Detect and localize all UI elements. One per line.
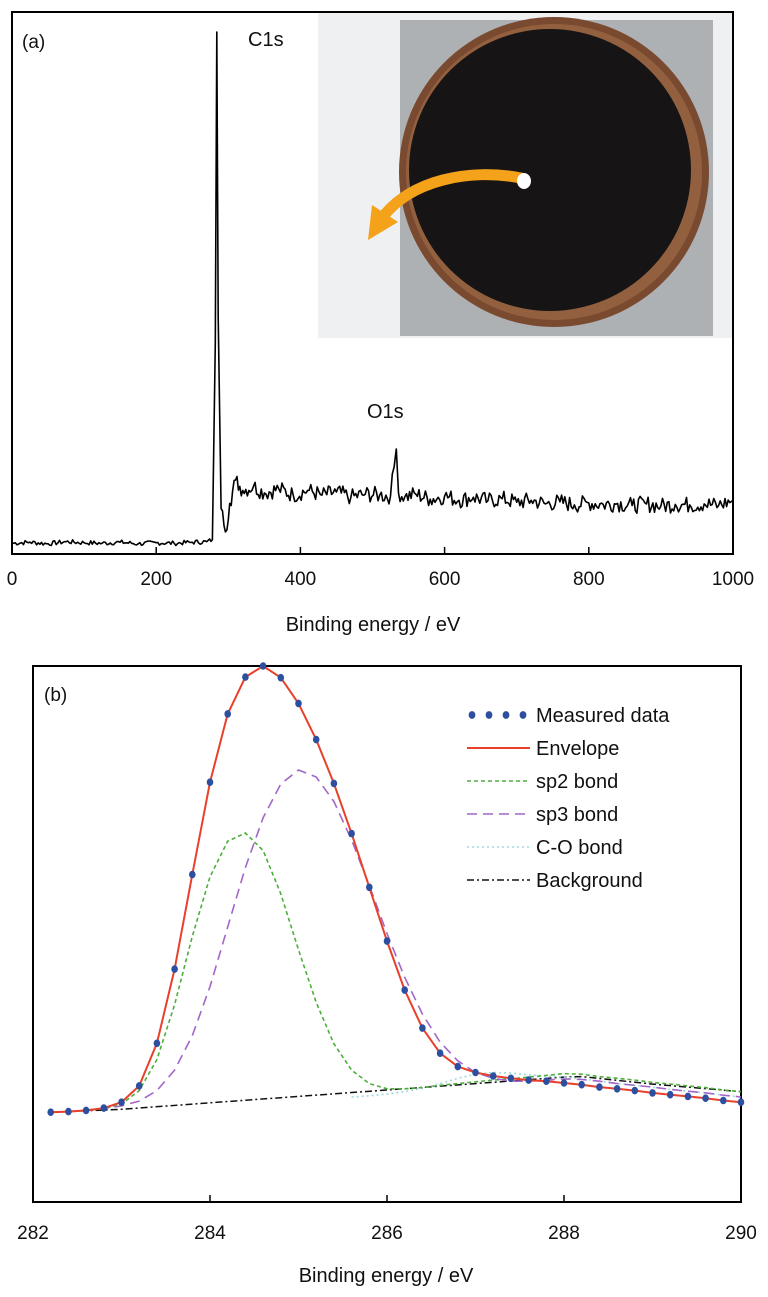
data-point xyxy=(224,710,231,718)
data-point xyxy=(47,1108,54,1116)
panel-label-b: (b) xyxy=(44,685,67,706)
x-tick-label-a: 600 xyxy=(429,569,461,590)
legend-item-sp3-bond: sp3 bond xyxy=(467,804,618,826)
panel-b-chart: 282 284 286 288 290 (b) Measured data Envelop… xyxy=(17,662,757,1287)
x-tick-label-b: 284 xyxy=(194,1223,226,1244)
data-point xyxy=(348,829,355,838)
data-point xyxy=(277,673,285,682)
data-point xyxy=(596,1083,603,1091)
series-line-c-o-bond xyxy=(351,1071,742,1098)
legend-marker xyxy=(519,711,527,719)
legend: Measured data Envelope sp2 bond sp3 bond C-O… xyxy=(467,705,670,892)
data-point xyxy=(65,1107,72,1116)
legend-label: sp2 bond xyxy=(536,771,618,793)
legend-marker xyxy=(468,711,476,719)
legend-item-sp2-bond: sp2 bond xyxy=(467,771,618,793)
data-point xyxy=(560,1079,568,1087)
measurement-spot xyxy=(517,173,531,189)
data-point xyxy=(401,986,409,994)
data-point xyxy=(684,1092,692,1101)
data-point xyxy=(737,1098,745,1106)
component-lines xyxy=(50,665,742,1114)
data-point xyxy=(578,1080,585,1089)
data-point xyxy=(366,883,373,892)
data-point xyxy=(171,965,178,973)
plot-frame-a xyxy=(11,11,734,555)
x-tick-label-a: 0 xyxy=(7,569,18,590)
legend-item-measured-data: Measured data xyxy=(468,705,670,727)
x-tick-label-a: 1000 xyxy=(712,569,754,590)
series-line-sp3-bond xyxy=(50,769,742,1113)
orange-arrow-shaft xyxy=(376,169,527,224)
data-point xyxy=(206,778,214,786)
measured-data-points xyxy=(47,662,745,1116)
legend-label: Background xyxy=(536,870,643,892)
orange-arrow-head xyxy=(368,205,398,240)
x-axis-title-b: Binding energy / eV xyxy=(299,1265,474,1287)
x-tick-label-b: 290 xyxy=(725,1223,757,1244)
data-point xyxy=(330,779,338,788)
data-point xyxy=(100,1104,108,1112)
data-point xyxy=(702,1094,709,1102)
legend-item-envelope: Envelope xyxy=(467,738,619,760)
legend-marker xyxy=(485,711,493,719)
data-point xyxy=(436,1049,444,1057)
data-point xyxy=(543,1077,550,1085)
x-tick-label-a: 400 xyxy=(285,569,317,590)
panel-label-a: (a) xyxy=(22,32,45,53)
x-tick-label-b: 288 xyxy=(548,1223,580,1244)
data-point xyxy=(118,1098,125,1106)
data-point xyxy=(613,1085,621,1093)
data-point xyxy=(383,937,391,945)
data-point xyxy=(489,1072,497,1080)
data-point xyxy=(507,1074,515,1083)
x-tick-label-a: 200 xyxy=(140,569,172,590)
data-point xyxy=(82,1106,90,1115)
legend-label: Envelope xyxy=(536,738,619,760)
data-point xyxy=(720,1096,727,1105)
data-point xyxy=(454,1062,462,1071)
legend-label: Measured data xyxy=(536,705,670,727)
data-point xyxy=(525,1076,532,1084)
x-tick-label-b: 282 xyxy=(17,1223,49,1244)
x-ticks-a: 0 200 400 600 800 1000 xyxy=(7,547,754,590)
legend-item-c-o-bond: C-O bond xyxy=(467,837,623,859)
data-point xyxy=(666,1090,674,1099)
legend-item-background: Background xyxy=(467,870,643,892)
x-tick-label-a: 800 xyxy=(573,569,605,590)
data-point xyxy=(153,1039,161,1048)
data-point xyxy=(312,735,320,744)
series-line-envelope xyxy=(50,665,742,1114)
data-point xyxy=(472,1068,479,1077)
data-point xyxy=(649,1089,656,1097)
survey-spectrum-line xyxy=(11,31,734,547)
x-ticks-b: 282 284 286 288 290 xyxy=(17,1195,757,1244)
data-point xyxy=(259,662,267,670)
peak-label-c1s: C1s xyxy=(248,29,284,51)
data-point xyxy=(242,673,249,681)
legend-label: sp3 bond xyxy=(536,804,618,826)
peak-label-o1s: O1s xyxy=(367,401,404,423)
data-point xyxy=(189,870,196,879)
legend-marker xyxy=(502,711,510,719)
data-point xyxy=(295,699,302,708)
x-axis-title-a: Binding energy / eV xyxy=(286,614,461,636)
data-point xyxy=(631,1086,639,1095)
inset-photo xyxy=(318,12,733,338)
panel-a-chart: 0 200 400 600 800 1000 (a) C1s O1s Binding en… xyxy=(7,11,754,636)
x-tick-label-b: 286 xyxy=(371,1223,403,1244)
legend-label: C-O bond xyxy=(536,837,623,859)
series-line-background xyxy=(50,1075,742,1113)
data-point xyxy=(419,1024,426,1032)
data-point xyxy=(135,1082,143,1090)
coated-disk xyxy=(409,29,691,311)
